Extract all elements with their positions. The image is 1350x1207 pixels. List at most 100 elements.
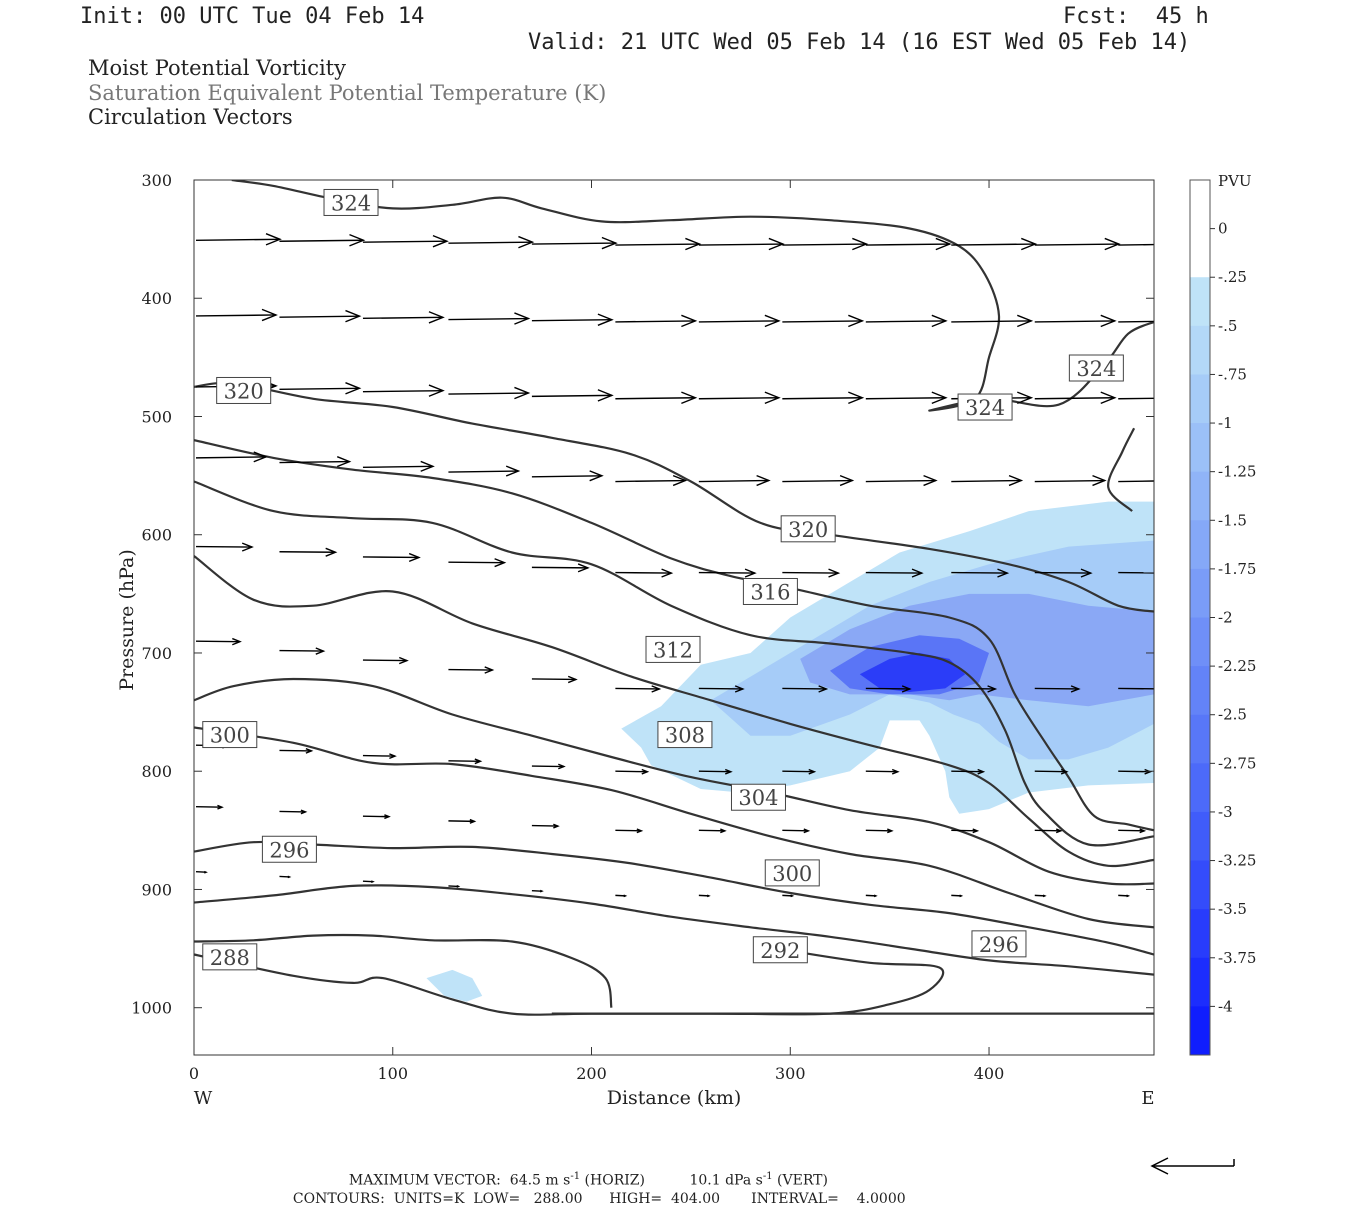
vector-shaft	[951, 829, 978, 832]
vector-shaft	[865, 571, 922, 574]
y-tick-label: 1000	[131, 999, 172, 1018]
colorbar-level-label: -4	[1218, 997, 1233, 1015]
circulation-vector	[698, 237, 785, 251]
vector-shaft	[1034, 243, 1119, 246]
vector-shaft	[195, 314, 277, 317]
colorbar-swatch	[1190, 228, 1210, 278]
vector-shaft	[195, 238, 281, 242]
vector-shaft	[195, 640, 241, 643]
colorbar-level-label: -.5	[1218, 317, 1237, 335]
vector-head	[977, 768, 986, 775]
circulation-vector	[195, 451, 268, 463]
vector-head	[428, 311, 445, 324]
vector-head	[469, 818, 477, 824]
theta-es-contour-6	[194, 726, 1154, 929]
vector-shaft	[448, 470, 519, 473]
title-circulation: Circulation Vectors	[88, 105, 293, 129]
circulation-vector	[1034, 237, 1121, 251]
valid-time: Valid: 21 UTC Wed 05 Feb 14 (16 EST Wed …	[528, 30, 1191, 55]
colorbar-swatch	[1190, 325, 1210, 375]
contour-label-text: 324	[1076, 357, 1116, 381]
y-tick-label: 900	[141, 880, 172, 899]
vector-head	[1155, 686, 1163, 692]
vector-head	[384, 814, 391, 820]
circulation-vector	[782, 568, 841, 578]
vector-head	[756, 474, 771, 487]
circulation-vector	[448, 558, 507, 568]
vector-shaft	[951, 243, 1036, 246]
vector-shaft	[951, 479, 1022, 483]
vector-shaft	[698, 479, 769, 483]
vector-head	[764, 391, 781, 404]
vector-shaft	[279, 460, 350, 464]
circulation-vector	[951, 474, 1024, 487]
vector-head	[432, 234, 449, 248]
theta-es-contour-5	[194, 677, 1154, 886]
vector-shaft	[448, 317, 529, 321]
contour-label-text: 288	[210, 946, 250, 970]
circulation-vector	[195, 542, 254, 552]
vector-head	[553, 823, 560, 829]
vector-head	[1017, 391, 1034, 404]
circulation-vector	[615, 768, 650, 775]
vector-shaft	[698, 571, 755, 574]
circulation-vector	[195, 233, 282, 246]
vector-shaft	[279, 649, 324, 652]
vector-shaft	[1118, 770, 1151, 773]
vector-head	[597, 389, 614, 402]
vector-head	[345, 382, 362, 395]
circulation-vector	[195, 308, 278, 322]
vector-head	[661, 568, 674, 578]
vector-shaft	[195, 805, 223, 808]
vector-shaft	[782, 770, 815, 773]
x-tick-label: 100	[377, 1064, 408, 1083]
circulation-vector	[698, 391, 781, 404]
vector-head	[232, 637, 242, 646]
circulation-vector	[448, 465, 521, 477]
colorbar-swatch	[1190, 909, 1210, 959]
vector-head	[1060, 768, 1069, 775]
circulation-vector	[279, 234, 366, 247]
circulation-vector	[782, 685, 829, 693]
vector-head	[518, 235, 535, 249]
circulation-vector	[448, 312, 531, 325]
vector-head	[484, 666, 495, 674]
vector-head	[959, 894, 964, 898]
circulation-vector	[531, 236, 618, 250]
vector-head	[428, 384, 445, 397]
circulation-vector	[362, 656, 409, 665]
vector-head	[828, 568, 841, 578]
vector-head	[803, 828, 811, 834]
vector-head	[734, 685, 745, 693]
vector-shaft	[615, 687, 660, 690]
colorbar-swatch	[1190, 617, 1210, 667]
vector-shaft	[698, 770, 731, 773]
vector-head	[1126, 894, 1131, 898]
colorbar-level-label: -.75	[1218, 365, 1247, 383]
vector-head	[1164, 569, 1174, 577]
circulation-vector	[865, 768, 900, 775]
circulation-vector	[782, 474, 855, 487]
vector-head	[972, 828, 980, 834]
vector-shaft	[362, 389, 443, 393]
contour-label-text: 320	[224, 379, 264, 403]
contour-label: 324	[957, 393, 1013, 421]
circulation-vector	[698, 685, 745, 693]
vector-head	[923, 474, 938, 487]
vector-head	[848, 391, 865, 404]
circulation-vector	[279, 547, 338, 557]
colorbar-unit: PVU	[1218, 172, 1252, 190]
vector-head	[558, 763, 566, 770]
circulation-vector	[531, 763, 566, 770]
vector-head	[514, 312, 531, 325]
vector-shaft	[1118, 687, 1154, 690]
contour-label-box	[752, 936, 808, 964]
contour-label-box	[202, 721, 258, 749]
vector-shaft	[362, 659, 407, 662]
theta-es-contour-7	[194, 840, 1154, 956]
contour-label-text: 320	[788, 518, 828, 542]
y-tick-label: 800	[141, 762, 172, 781]
vector-shaft	[698, 397, 779, 400]
circulation-vector	[531, 675, 578, 684]
vector-head	[315, 647, 326, 655]
